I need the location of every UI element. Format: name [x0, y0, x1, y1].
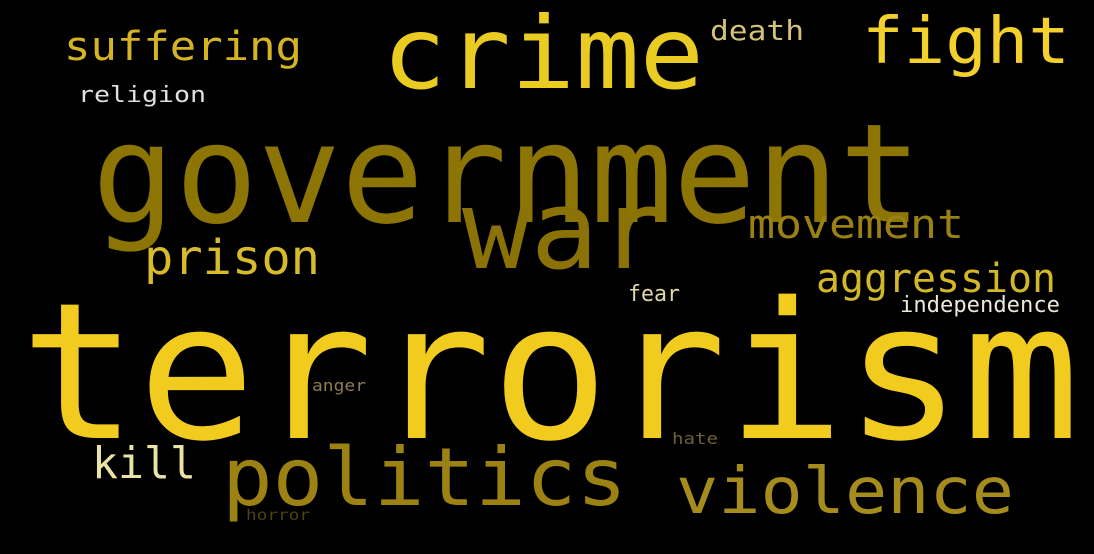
word-independence: independence — [900, 293, 1060, 318]
word-politics: politics — [222, 431, 627, 524]
word-government: government — [92, 94, 922, 255]
word-crime: crime — [382, 0, 704, 112]
word-anger: anger — [312, 376, 366, 395]
word-hate: hate — [672, 429, 718, 448]
word-religion: religion — [78, 83, 206, 108]
word-fight: fight — [862, 5, 1070, 79]
word-aggression: aggression — [816, 256, 1056, 302]
word-terrorism: terrorism — [20, 262, 1080, 483]
word-kill: kill — [92, 438, 196, 489]
word-death: death — [710, 14, 804, 47]
word-horror: horror — [246, 506, 310, 524]
word-suffering: suffering — [64, 24, 302, 70]
word-prison: prison — [144, 230, 320, 286]
word-movement: movement — [748, 202, 964, 248]
word-fear: fear — [628, 282, 680, 307]
word-war: war — [462, 166, 667, 294]
word-violence: violence — [676, 455, 1014, 529]
